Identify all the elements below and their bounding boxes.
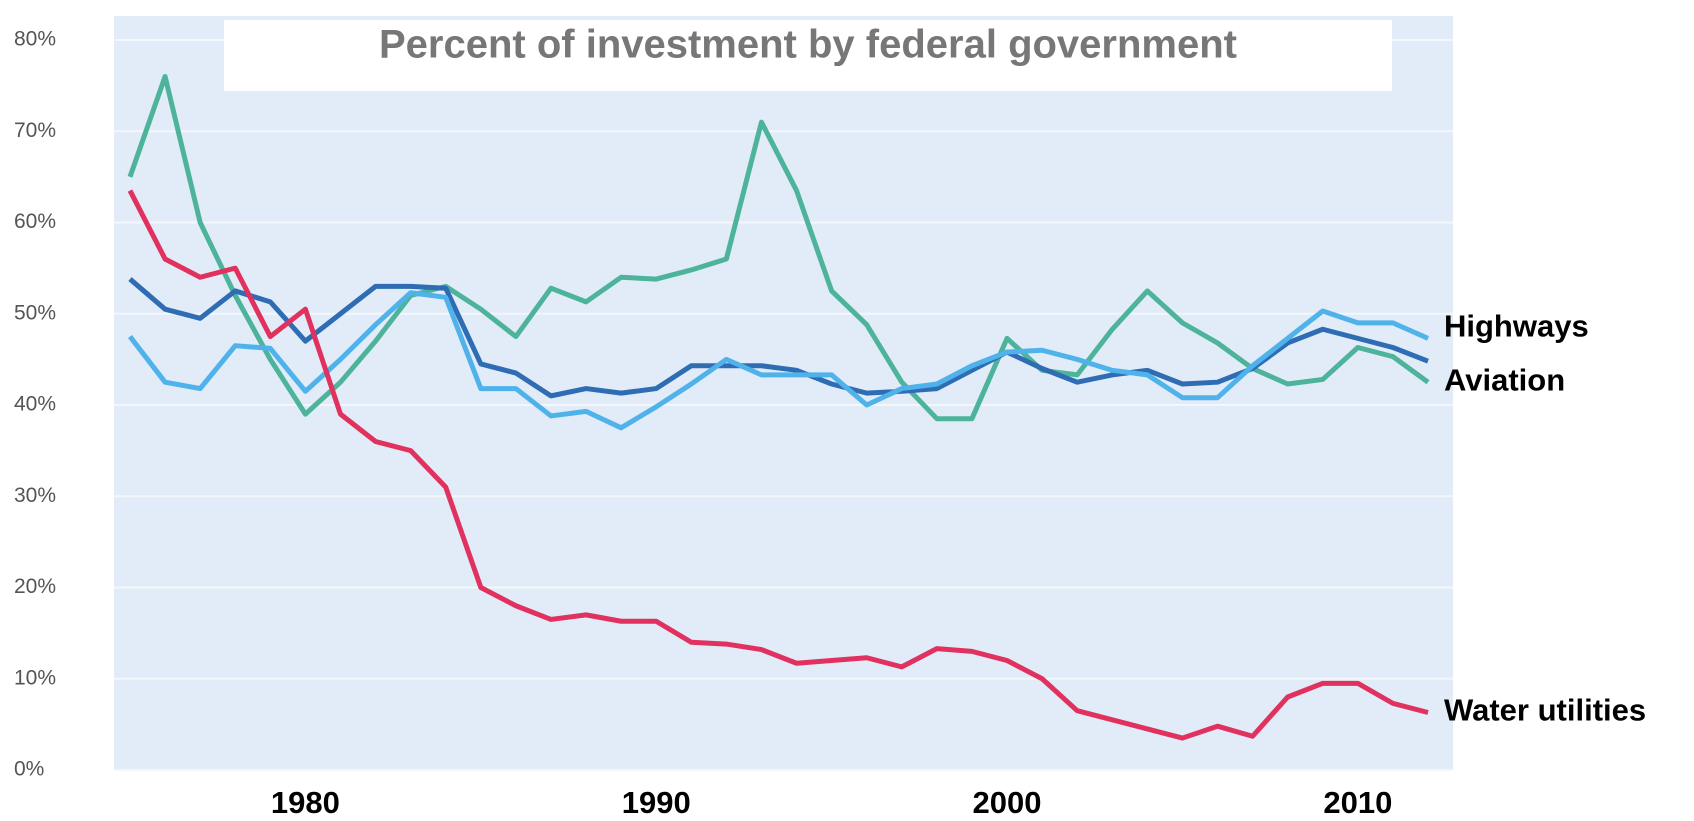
- title-box: [224, 20, 1392, 91]
- y-tick-label: 40%: [14, 393, 56, 416]
- chart-title: Percent of investment by federal governm…: [379, 23, 1237, 67]
- x-tick-label: 2000: [973, 785, 1042, 820]
- series-label: Highways: [1444, 309, 1589, 344]
- y-tick-label: 30%: [14, 484, 56, 507]
- y-tick-label: 0%: [14, 758, 44, 781]
- y-tick-label: 80%: [14, 28, 56, 51]
- y-tick-label: 10%: [14, 666, 56, 689]
- y-tick-label: 50%: [14, 301, 56, 324]
- y-tick-label: 60%: [14, 210, 56, 233]
- series-line: [128, 290, 1430, 431]
- series-label: Aviation: [1444, 362, 1565, 397]
- plot-area: [114, 16, 1453, 770]
- x-tick-label: 2010: [1323, 785, 1392, 820]
- x-tick-label: 1980: [271, 785, 340, 820]
- series-line: [127, 74, 1430, 422]
- y-tick-label: 20%: [14, 575, 56, 598]
- y-tick-label: 70%: [14, 119, 56, 142]
- series-line: [127, 189, 1429, 741]
- series-line: [128, 277, 1429, 399]
- series-label: Water utilities: [1444, 693, 1646, 728]
- x-tick-label: 1990: [622, 785, 691, 820]
